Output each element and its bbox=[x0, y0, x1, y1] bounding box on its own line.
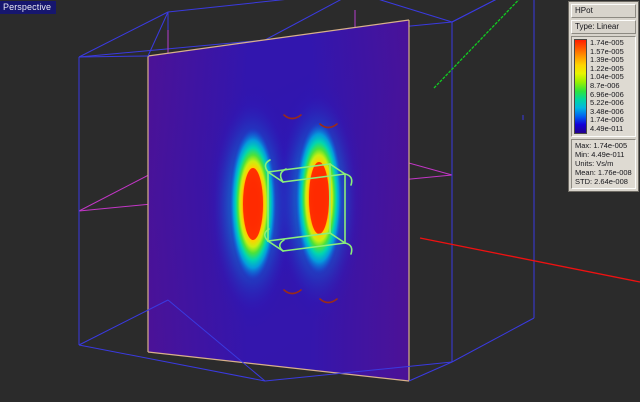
colorbar-tick: 4.49e-011 bbox=[590, 123, 624, 133]
colorbar-tick: 8.7e-006 bbox=[590, 80, 620, 90]
stat-units: Units: Vs/m bbox=[575, 158, 614, 168]
colorbar-tick: 1.74e-005 bbox=[590, 38, 624, 47]
colorbar-tick: 1.39e-005 bbox=[590, 55, 624, 65]
field-plane bbox=[147, 19, 410, 382]
colorbar-tick: 1.22e-005 bbox=[590, 63, 624, 73]
colorbar-tick: 1.04e-005 bbox=[590, 72, 624, 82]
colorbar-tick: 1.74e-006 bbox=[590, 115, 624, 125]
colorbar-gradient bbox=[574, 39, 587, 134]
field-legend-panel[interactable]: HPot Type: Linear 1.74e-005 1.57e-005 1.… bbox=[568, 1, 639, 192]
field-plane-border bbox=[147, 19, 410, 382]
y-axis-line bbox=[433, 0, 520, 89]
viewport-orientation-label[interactable]: Perspective bbox=[0, 1, 57, 14]
colorbar-tick: 5.22e-006 bbox=[590, 98, 624, 108]
legend-scale-type[interactable]: Type: Linear bbox=[571, 20, 636, 34]
legend-colorbar-section[interactable]: 1.74e-005 1.57e-005 1.39e-005 1.22e-005 … bbox=[571, 36, 636, 137]
stat-min: Min: 4.49e-011 bbox=[575, 149, 625, 159]
colorbar-tick: 6.96e-006 bbox=[590, 89, 624, 99]
colorbar-tick: 1.57e-005 bbox=[590, 46, 624, 56]
stat-std: STD: 2.64e-008 bbox=[575, 176, 628, 186]
stat-max: Max: 1.74e-005 bbox=[575, 140, 628, 150]
coil-wire bbox=[263, 159, 353, 255]
x-axis-line bbox=[419, 237, 640, 283]
bounding-box-front-edges bbox=[78, 0, 535, 382]
axis-lines bbox=[419, 0, 640, 283]
conductor-cross-section-arcs bbox=[283, 114, 338, 304]
stat-mean: Mean: 1.76e-008 bbox=[575, 167, 632, 177]
colorbar-tick: 3.48e-006 bbox=[590, 106, 624, 116]
legend-field-name[interactable]: HPot bbox=[571, 4, 636, 18]
colorbar-tick-labels: 1.74e-005 1.57e-005 1.39e-005 1.22e-005 … bbox=[587, 38, 633, 134]
legend-statistics: Max: 1.74e-005 Min: 4.49e-011 Units: Vs/… bbox=[571, 138, 636, 189]
